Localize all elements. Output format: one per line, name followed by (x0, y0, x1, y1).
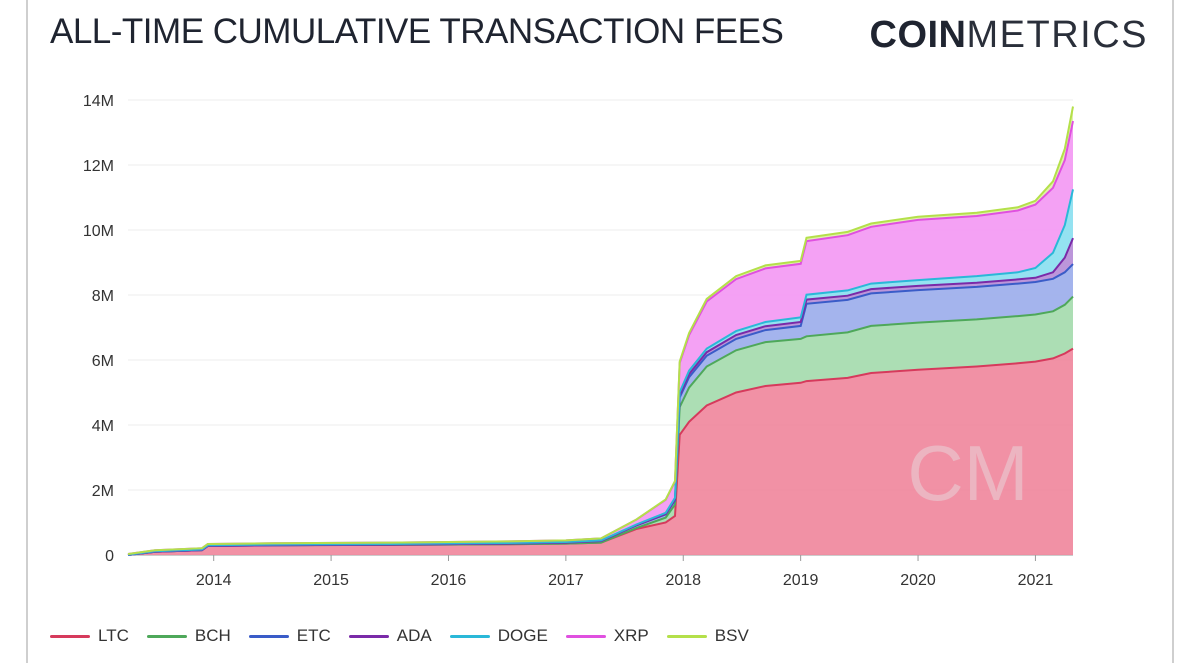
line-bsv (127, 106, 1074, 555)
brand-logo-strong: COIN (869, 14, 967, 56)
line-doge (127, 189, 1074, 556)
chart-title: ALL-TIME CUMULATIVE TRANSACTION FEES (50, 12, 784, 51)
legend: LTC BCH ETC ADA DOGE XRP BSV (50, 624, 767, 648)
x-tick-label: 2021 (1018, 572, 1054, 589)
legend-label: BSV (714, 626, 749, 645)
legend-label: BCH (194, 626, 231, 645)
legend-swatch (666, 634, 707, 638)
legend-item-etc[interactable]: ETC (248, 626, 331, 646)
legend-swatch (348, 634, 389, 638)
x-tick-label: 2014 (196, 572, 232, 589)
series-lines (127, 106, 1074, 556)
y-tick-label: 8M (92, 288, 114, 305)
x-tick-label: 2015 (313, 572, 349, 589)
legend-label: ETC (296, 626, 331, 645)
cm-watermark: CM (907, 429, 1028, 517)
y-tick-label: 2M (92, 483, 114, 500)
cm-watermark-mark: CM (907, 429, 1028, 517)
legend-swatch (248, 634, 289, 638)
area-etc (128, 264, 1073, 555)
legend-swatch (50, 634, 90, 638)
legend-item-ada[interactable]: ADA (348, 626, 432, 646)
area-bch (128, 296, 1073, 555)
y-tick-label: 14M (83, 93, 114, 110)
legend-item-bch[interactable]: BCH (146, 626, 231, 646)
legend-swatch (449, 634, 490, 638)
y-tick-label: 6M (92, 353, 114, 370)
legend-item-ltc[interactable]: LTC (50, 626, 129, 646)
brand-logo-light: METRICS (966, 14, 1148, 56)
x-tick-label: 2017 (548, 572, 584, 589)
x-tick-label: 2016 (431, 572, 467, 589)
series-areas (128, 106, 1073, 555)
x-tick-label: 2020 (900, 572, 936, 589)
y-tick-label: 12M (83, 158, 114, 175)
brand-logo: COINMETRICS (870, 14, 1149, 57)
legend-label: XRP (613, 626, 649, 645)
y-tick-label: 10M (83, 223, 114, 240)
x-axis: 2014 2015 2016 2017 2018 2019 2020 2021 (196, 555, 1053, 589)
y-tick-label: 4M (92, 418, 114, 435)
x-tick-label: 2019 (783, 572, 819, 589)
y-axis: 0 2M 4M 6M 8M 10M 12M 14M (83, 93, 114, 565)
legend-item-xrp[interactable]: XRP (565, 626, 649, 646)
legend-swatch (565, 634, 606, 638)
legend-item-doge[interactable]: DOGE (449, 626, 548, 646)
legend-swatch (146, 634, 187, 638)
x-tick-label: 2018 (665, 572, 701, 589)
y-tick-label: 0 (105, 548, 114, 565)
area-ltc (128, 348, 1073, 555)
legend-label: ADA (396, 626, 432, 645)
legend-label: DOGE (497, 626, 548, 645)
legend-label: LTC (98, 626, 129, 645)
legend-item-bsv[interactable]: BSV (666, 626, 749, 646)
